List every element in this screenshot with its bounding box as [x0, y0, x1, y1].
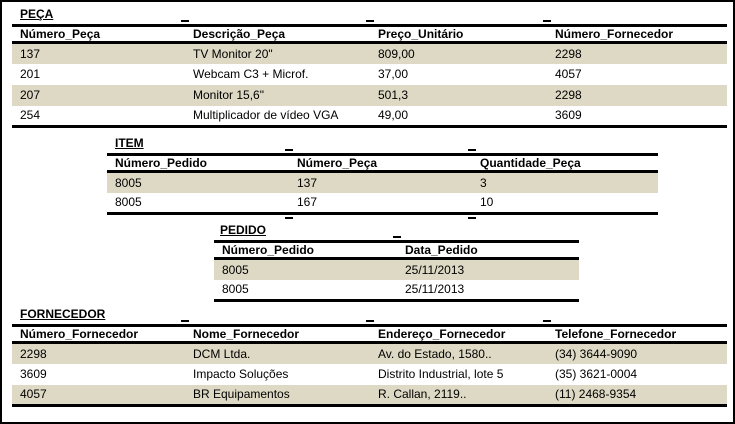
- table-cell: Webcam C3 + Microf.: [193, 67, 309, 81]
- column-header: Quantidade_Peça: [472, 154, 658, 173]
- table-cell: 809,00: [370, 42, 547, 64]
- table-item: Número_Pedido Número_Peça Quantidade_Peça 8…: [107, 153, 658, 215]
- table-peca: Número_Peça Descrição_Peça Preço_Unitário N…: [12, 24, 727, 128]
- table-cell: 37,00: [378, 67, 409, 81]
- table-fornecedor: Número_Fornecedor Nome_Fornecedor Endereço…: [12, 324, 727, 407]
- table-cell: 8005: [107, 171, 289, 193]
- table-cell: BR Equipamentos: [185, 384, 370, 406]
- table-cell: 167: [297, 195, 318, 210]
- header-row: Número_Fornecedor Nome_Fornecedor Endereço…: [12, 325, 727, 344]
- table-cell: Multiplicador de vídeo VGA: [193, 108, 339, 123]
- table-cell: 10: [480, 195, 494, 210]
- table-row: 8005 137 3: [107, 171, 658, 193]
- column-header: Nome_Fornecedor: [185, 325, 370, 344]
- table-pedido: Número_Pedido Data_Pedido 8005 25/11/2013 80…: [214, 240, 579, 302]
- table-cell: 201: [20, 67, 41, 81]
- table-section-fornecedor: FORNECEDOR Número_Fornecedor Nome_Fornece…: [12, 305, 727, 407]
- table-title-fornecedor: FORNECEDOR: [20, 307, 106, 321]
- column-header: Número_Pedido: [214, 241, 397, 260]
- column-boundary-tick: [468, 149, 476, 151]
- table-cell: 2298: [547, 42, 727, 64]
- column-boundary-tick: [181, 320, 189, 322]
- table-cell: 8005: [115, 195, 142, 210]
- table-row: 207 Monitor 15,6" 501,3 2298: [12, 84, 727, 106]
- table-cell: 25/11/2013: [405, 282, 465, 297]
- table-cell: (34) 3644-9090: [547, 342, 727, 364]
- header-row: Número_Pedido Data_Pedido: [214, 241, 579, 260]
- table-row: 201 Webcam C3 + Microf. 37,00 4057: [12, 64, 727, 85]
- header-row: Número_Pedido Número_Peça Quantidade_Peça: [107, 154, 658, 173]
- column-boundary-tick: [468, 217, 476, 219]
- table-cell: 4057: [555, 67, 582, 81]
- column-header: Número_Pedido: [107, 154, 289, 173]
- table-cell: 8005: [214, 258, 397, 280]
- table-row: 4057 BR Equipamentos R. Callan, 2119.. (11)…: [12, 384, 727, 406]
- table-cell: 3609: [20, 367, 47, 381]
- table-cell: Impacto Soluções: [193, 367, 289, 381]
- column-header: Descrição_Peça: [185, 25, 370, 44]
- table-cell: DCM Ltda.: [185, 342, 370, 364]
- table-cell: 3: [472, 171, 658, 193]
- table-row: 2298 DCM Ltda. Av. do Estado, 1580.. (34) 3…: [12, 342, 727, 364]
- column-boundary-tick: [285, 217, 293, 219]
- table-wrap-peca: Número_Peça Descrição_Peça Preço_Unitário N…: [12, 20, 727, 128]
- table-wrap-item: Número_Pedido Número_Peça Quantidade_Peça 8…: [107, 149, 723, 219]
- table-cell: (11) 2468-9354: [547, 384, 727, 406]
- table-section-peca: PEÇA Número_Peça Descrição_Peça Preço_Unit…: [12, 5, 727, 128]
- column-header: Telefone_Fornecedor: [547, 325, 727, 344]
- table-cell: Distrito Industrial, lote 5: [378, 367, 504, 381]
- table-cell: 207: [12, 84, 185, 106]
- table-cell: 501,3: [370, 84, 547, 106]
- table-cell: Monitor 15,6": [185, 84, 370, 106]
- table-cell: 254: [20, 108, 41, 123]
- header-row: Número_Peça Descrição_Peça Preço_Unitário N…: [12, 25, 727, 44]
- table-row: 3609 Impacto Soluções Distrito Industrial,…: [12, 364, 727, 385]
- table-cell: 2298: [547, 84, 727, 106]
- table-wrap-pedido: Número_Pedido Data_Pedido 8005 25/11/2013 80…: [214, 236, 723, 302]
- table-section-pedido: PEDIDO Número_Pedido Data_Pedido 8005 25/11…: [12, 221, 723, 302]
- column-header: Data_Pedido: [397, 241, 579, 260]
- table-cell: Av. do Estado, 1580..: [370, 342, 547, 364]
- table-cell: 49,00: [378, 108, 409, 123]
- table-row: 8005 25/11/2013: [214, 280, 579, 301]
- table-row: 254 Multiplicador de vídeo VGA 49,00 3609: [12, 106, 727, 127]
- table-cell: (35) 3621-0004: [555, 367, 638, 381]
- column-header: Número_Peça: [12, 25, 185, 44]
- column-boundary-tick: [366, 20, 374, 22]
- column-header: Preço_Unitário: [370, 25, 547, 44]
- table-wrap-fornecedor: Número_Fornecedor Nome_Fornecedor Endereço…: [12, 320, 727, 407]
- column-header: Endereço_Fornecedor: [370, 325, 547, 344]
- table-cell: 137: [12, 42, 185, 64]
- table-cell: 2298: [12, 342, 185, 364]
- column-boundary-tick: [366, 320, 374, 322]
- column-header: Número_Fornecedor: [547, 25, 727, 44]
- column-boundary-tick: [543, 20, 551, 22]
- table-cell: 3609: [555, 108, 582, 123]
- table-cell: 4057: [12, 384, 185, 406]
- table-cell: TV Monitor 20": [185, 42, 370, 64]
- column-header: Número_Fornecedor: [12, 325, 185, 344]
- table-cell: 25/11/2013: [397, 258, 579, 280]
- column-boundary-tick: [393, 236, 401, 238]
- table-section-item: ITEM Número_Pedido Número_Peça Quantidade_…: [12, 134, 723, 219]
- column-boundary-tick: [543, 320, 551, 322]
- table-cell: R. Callan, 2119..: [370, 384, 547, 406]
- column-boundary-tick: [181, 20, 189, 22]
- table-cell: 137: [289, 171, 472, 193]
- column-header: Número_Peça: [289, 154, 472, 173]
- table-title-peca: PEÇA: [20, 7, 54, 21]
- table-title-pedido: PEDIDO: [220, 223, 267, 237]
- table-row: 137 TV Monitor 20" 809,00 2298: [12, 42, 727, 64]
- column-boundary-tick: [285, 149, 293, 151]
- table-title-item: ITEM: [115, 136, 144, 150]
- table-cell: 8005: [222, 282, 249, 297]
- table-row: 8005 25/11/2013: [214, 258, 579, 280]
- table-row: 8005 167 10: [107, 193, 658, 214]
